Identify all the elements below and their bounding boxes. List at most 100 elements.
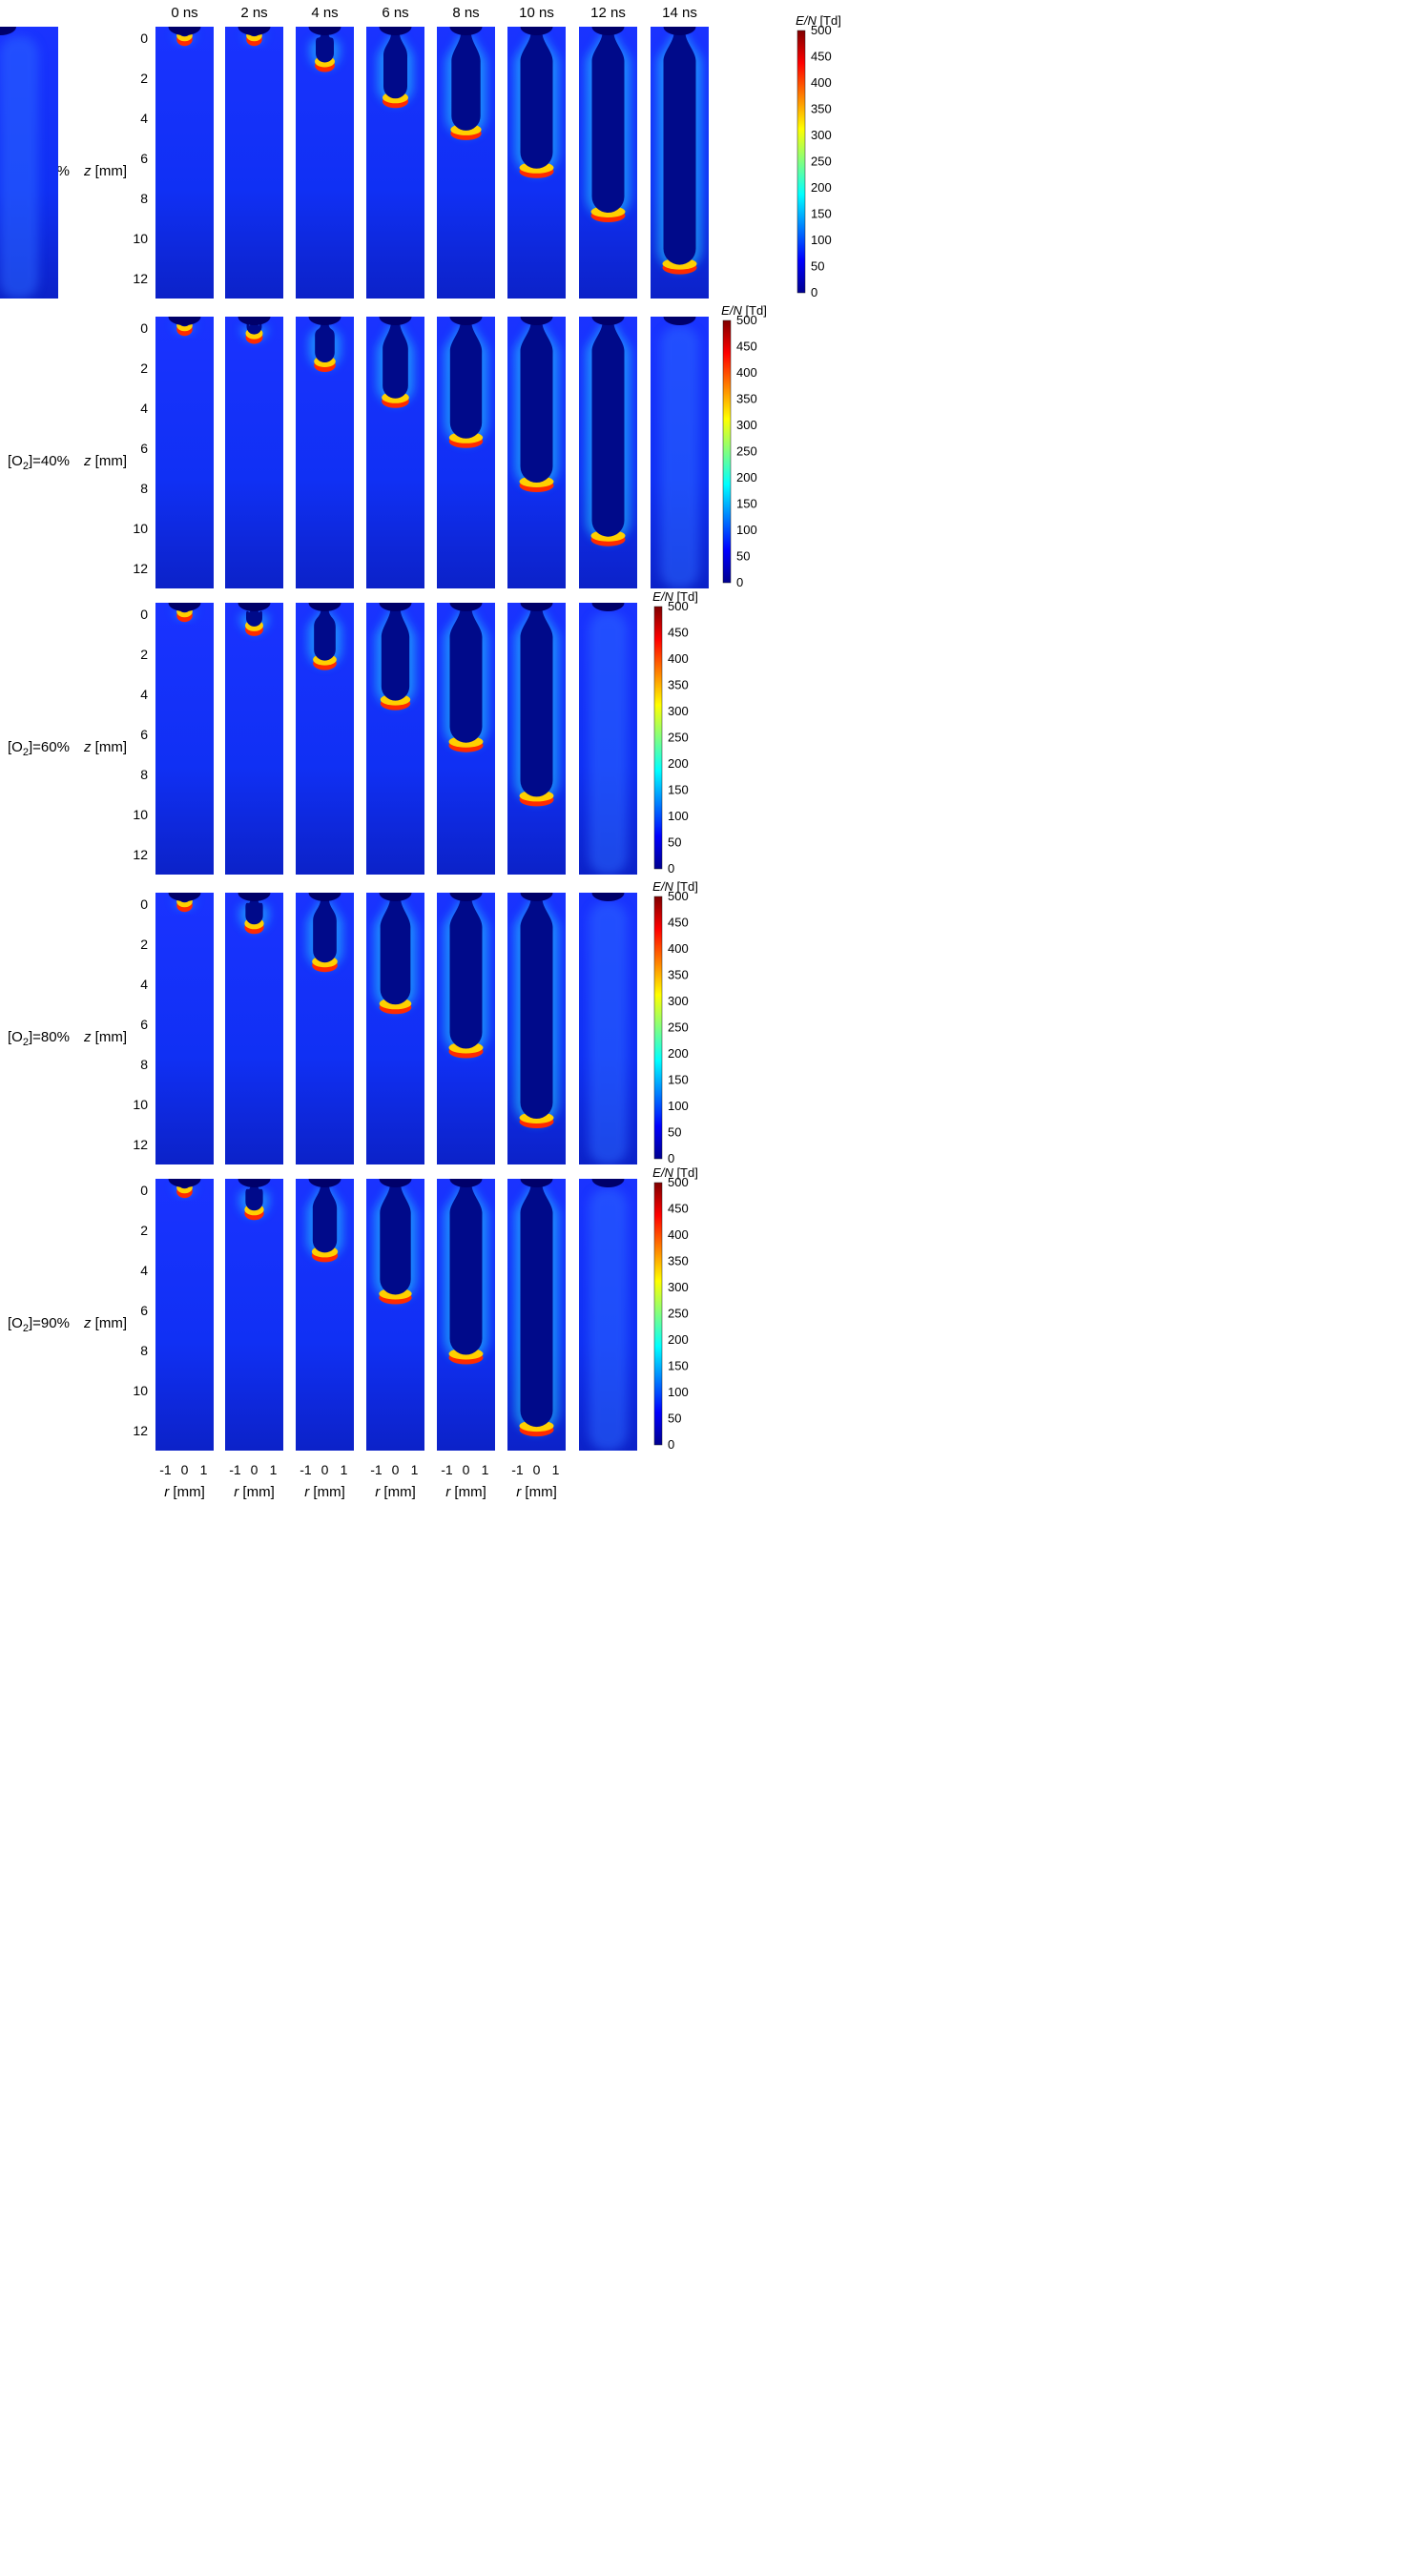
colorbar-tick-label: 450 [668,916,689,930]
colorbar-tick-label: 50 [668,1412,681,1426]
time-label: 2 ns [240,5,267,21]
z-tick-label: 4 [140,401,148,416]
z-tick-label: 0 [140,1183,148,1198]
colorbar-tick-label: 150 [668,1359,689,1373]
z-tick-label: 10 [133,1097,148,1112]
colorbar-tick-label: 300 [811,128,832,142]
r-axis: -1 0 1 r [mm] [300,1462,347,1500]
electrode-tip [169,308,201,325]
streamer-channel [521,608,553,796]
colorbar-tick-label: 450 [736,340,757,354]
colorbar-tick-label: 500 [811,23,832,37]
streamer-channel [664,32,696,265]
r-tick-label: 0 [392,1462,400,1477]
row-label: [O2]=60% [8,739,70,758]
colorbar-tick-label: 200 [811,180,832,195]
electrode-tip [380,884,412,901]
colorbar: E/N [Td] 0 50 100 150 200 250 300 350 400 450 500 [652,589,698,876]
row-label: [O2]=90% [8,1315,70,1334]
z-tick-label: 2 [140,647,148,662]
r-axis: -1 0 1 r [mm] [511,1462,559,1500]
z-tick-label: 2 [140,1223,148,1238]
colorbar-tick-label: 0 [811,285,817,299]
colorbar-tick-label: 400 [811,75,832,90]
streamer-channel [592,32,625,213]
electrode-tip [169,884,201,901]
field-panel [366,594,424,875]
colorbar-tick-label: 350 [668,968,689,982]
colorbar-tick-label: 400 [668,1227,689,1242]
r-axes: -1 0 1r [mm]-1 0 1r [mm]-1 0 1r [mm]-1 0 1r [mm]… [159,1462,559,1500]
field-panel [225,308,283,588]
residual-channel [589,612,628,875]
electrode-tip [238,308,271,325]
electrode-tip [592,308,625,325]
z-tick-label: 4 [140,111,148,126]
z-tick-label: 4 [140,1263,148,1278]
colorbar-tick-label: 300 [668,1280,689,1294]
field-panel [155,594,214,875]
field-panel [155,18,214,299]
electrode-tip [380,594,412,611]
z-tick-label: 2 [140,937,148,952]
colorbar-tick-label: 150 [736,497,757,511]
colorbar-tick-label: 200 [668,1046,689,1061]
time-label: 4 ns [311,5,338,21]
colorbar-tick-label: 400 [736,365,757,380]
r-axis-label: r [mm] [234,1484,275,1500]
colorbar-tick-label: 500 [668,599,689,613]
colorbar-tick-label: 0 [668,1437,674,1452]
colorbar-tick-label: 50 [668,1125,681,1140]
colorbar-tick-label: 450 [668,1202,689,1216]
electrode-tip [238,1170,271,1187]
streamer-channel [450,898,483,1049]
field-panel [225,594,283,875]
colorbar-tick-label: 150 [668,783,689,797]
colorbar-tick-label: 150 [668,1073,689,1087]
colorbar-tick-label: 500 [668,1175,689,1189]
field-panel [437,594,495,875]
z-tick-label: 12 [133,847,148,862]
time-label: 6 ns [382,5,408,21]
field-panel [296,884,354,1164]
electrode-tip [169,594,201,611]
field-panel [155,1170,214,1451]
streamer-channel [592,322,625,537]
z-tick-label: 4 [140,687,148,702]
electrode-tip [380,1170,412,1187]
r-axis-label: r [mm] [516,1484,557,1500]
z-tick-label: 12 [133,561,148,576]
colorbar-tick-label: 350 [736,392,757,406]
colorbar-tick-label: 450 [811,50,832,64]
electrode-tip [450,1170,483,1187]
colorbar-tick-label: 200 [668,756,689,771]
colorbar-tick-label: 0 [668,861,674,876]
row-o2-4: [O2]=90% z [mm]024681012E/N [Td]050100150… [8,1165,698,1452]
field-panel [579,884,637,1164]
time-label: 14 ns [662,5,697,21]
electrode-tip [592,884,625,901]
field-panel [366,884,424,1164]
streamer-channel [450,322,482,439]
field-panel [507,884,566,1164]
z-tick-label: 6 [140,441,148,456]
field-panel [579,1170,637,1451]
row-o2-1: [O2]=40% z [mm] 0 2 4 6 8 10 12 E/N [Td] 0 50 100 150… [8,303,767,589]
field-panel [366,1170,424,1451]
r-tick-label: 0 [321,1462,329,1477]
field-panel [507,18,566,299]
electrode-tip [450,308,483,325]
colorbar: E/N [Td] 0 50 100 150 200 250 300 350 400 450 500 [652,1165,698,1452]
colorbar-tick-label: 200 [668,1332,689,1347]
field-panel [507,308,566,588]
field-panel [225,884,283,1164]
colorbar-tick-label: 300 [668,994,689,1008]
colorbar-tick-label: 250 [668,1307,689,1321]
r-axis-label: r [mm] [164,1484,205,1500]
z-tick-label: 8 [140,1343,148,1358]
field-panel [366,308,424,588]
streamer-channel [380,1185,410,1295]
streamer-channel [381,898,411,1004]
